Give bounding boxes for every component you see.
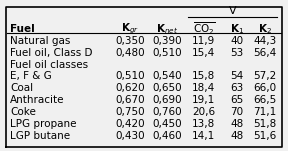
Text: 0,450: 0,450: [152, 119, 182, 129]
Text: 53: 53: [230, 48, 243, 58]
Text: 0,690: 0,690: [152, 95, 182, 105]
Text: 65: 65: [230, 95, 243, 105]
Text: 51,6: 51,6: [254, 131, 277, 141]
Text: 0,620: 0,620: [115, 83, 145, 93]
Text: Anthracite: Anthracite: [10, 95, 65, 105]
Text: 54: 54: [230, 71, 243, 81]
Text: 14,1: 14,1: [192, 131, 215, 141]
Text: 40: 40: [230, 36, 243, 46]
Text: 51,8: 51,8: [254, 119, 277, 129]
Text: 56,4: 56,4: [254, 48, 277, 58]
Text: $\overline{\mathrm{CO}_2}$: $\overline{\mathrm{CO}_2}$: [193, 21, 215, 37]
Text: 0,540: 0,540: [152, 71, 182, 81]
Text: Fuel: Fuel: [10, 24, 35, 34]
Text: $\mathrm{V}$: $\mathrm{V}$: [228, 4, 237, 16]
Text: 11,9: 11,9: [192, 36, 215, 46]
Text: Coal: Coal: [10, 83, 33, 93]
Text: Natural gas: Natural gas: [10, 36, 70, 46]
Text: 0,750: 0,750: [115, 107, 145, 117]
Text: 13,8: 13,8: [192, 119, 215, 129]
Text: Fuel oil, Class D: Fuel oil, Class D: [10, 48, 92, 58]
Text: 0,390: 0,390: [152, 36, 182, 46]
Text: K$_{gr}$: K$_{gr}$: [121, 22, 139, 36]
Text: 0,760: 0,760: [152, 107, 182, 117]
Text: Coke: Coke: [10, 107, 36, 117]
Text: LGP butane: LGP butane: [10, 131, 70, 141]
Text: 0,510: 0,510: [152, 48, 182, 58]
Text: 0,670: 0,670: [115, 95, 145, 105]
Text: 57,2: 57,2: [254, 71, 277, 81]
Text: K$_{net}$: K$_{net}$: [156, 22, 178, 36]
Text: LPG propane: LPG propane: [10, 119, 76, 129]
Text: E, F & G: E, F & G: [10, 71, 52, 81]
Text: Fuel oil classes: Fuel oil classes: [10, 59, 88, 70]
Text: 0,480: 0,480: [115, 48, 145, 58]
Text: 71,1: 71,1: [254, 107, 277, 117]
Text: 63: 63: [230, 83, 243, 93]
Text: 15,8: 15,8: [192, 71, 215, 81]
Text: K$_2$: K$_2$: [258, 22, 272, 36]
Text: 0,350: 0,350: [115, 36, 145, 46]
Text: 0,420: 0,420: [115, 119, 145, 129]
Text: K$_1$: K$_1$: [230, 22, 244, 36]
Text: 15,4: 15,4: [192, 48, 215, 58]
Text: 70: 70: [230, 107, 243, 117]
Text: 0,430: 0,430: [115, 131, 145, 141]
Text: 0,510: 0,510: [115, 71, 145, 81]
Text: 18,4: 18,4: [192, 83, 215, 93]
Text: 48: 48: [230, 131, 243, 141]
Text: 48: 48: [230, 119, 243, 129]
Text: 0,650: 0,650: [152, 83, 182, 93]
Text: 19,1: 19,1: [192, 95, 215, 105]
Text: 66,0: 66,0: [254, 83, 277, 93]
Text: 0,460: 0,460: [152, 131, 182, 141]
Text: 66,5: 66,5: [254, 95, 277, 105]
Text: 44,3: 44,3: [254, 36, 277, 46]
Text: 20,6: 20,6: [192, 107, 215, 117]
